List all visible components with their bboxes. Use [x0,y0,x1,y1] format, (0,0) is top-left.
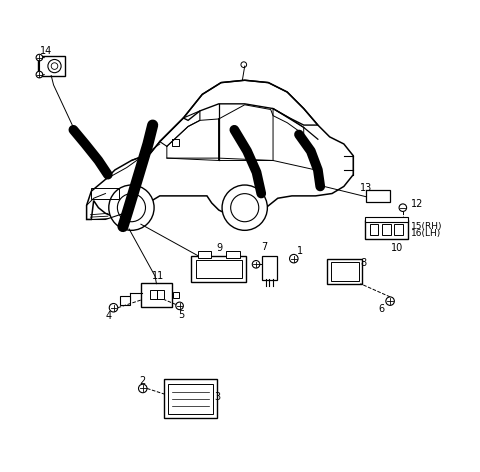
Circle shape [399,204,407,211]
FancyBboxPatch shape [226,251,240,258]
FancyBboxPatch shape [365,220,408,239]
Text: 15(RH): 15(RH) [411,221,443,231]
FancyBboxPatch shape [366,190,390,202]
Circle shape [252,261,260,268]
Circle shape [222,185,267,230]
FancyBboxPatch shape [198,251,211,258]
Circle shape [139,384,147,393]
FancyBboxPatch shape [331,262,359,281]
Text: 12: 12 [411,199,423,209]
FancyBboxPatch shape [262,256,277,280]
Text: 1: 1 [297,246,303,256]
FancyBboxPatch shape [164,379,217,418]
Text: 11: 11 [152,271,164,281]
Circle shape [386,297,395,305]
FancyBboxPatch shape [168,384,213,414]
Text: 3: 3 [214,392,220,403]
FancyBboxPatch shape [196,260,241,278]
Circle shape [109,185,154,230]
Text: 5: 5 [178,310,184,320]
FancyBboxPatch shape [120,296,130,305]
Text: 8: 8 [360,258,367,269]
Text: 14: 14 [40,46,53,56]
Text: 10: 10 [391,243,403,253]
FancyBboxPatch shape [365,217,408,222]
Circle shape [176,302,183,310]
Text: 4: 4 [106,311,112,321]
Text: 13: 13 [360,183,372,193]
Circle shape [109,303,118,312]
Circle shape [36,54,43,61]
FancyBboxPatch shape [173,292,179,298]
FancyBboxPatch shape [327,259,362,284]
Circle shape [289,254,298,263]
FancyBboxPatch shape [191,256,246,282]
Text: 7: 7 [262,242,268,252]
FancyBboxPatch shape [141,283,171,307]
Circle shape [36,71,43,78]
Text: 6: 6 [379,304,384,314]
Text: 9: 9 [216,243,223,253]
Text: 2: 2 [140,376,146,387]
Text: 16(LH): 16(LH) [411,228,441,238]
FancyBboxPatch shape [38,56,65,76]
